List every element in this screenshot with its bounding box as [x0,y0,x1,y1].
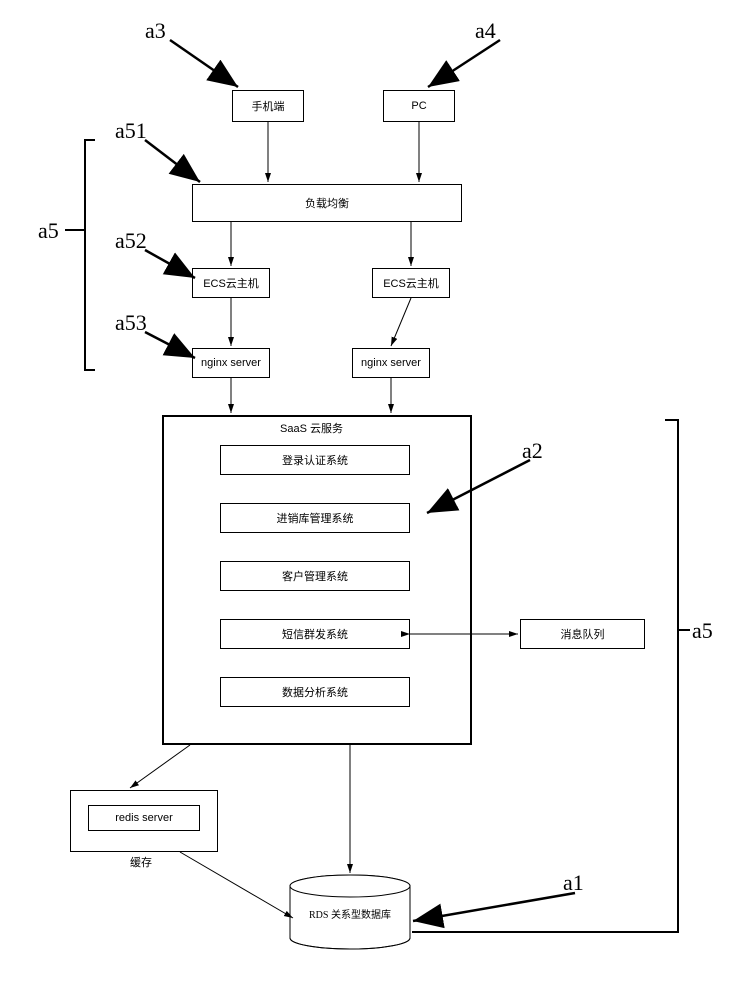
pointer-label-a53: a53 [115,310,147,336]
node-rds-text: RDS 关系型数据库 [309,908,391,921]
node-saas-crm: 客户管理系统 [220,561,410,591]
saas-title: SaaS 云服务 [280,420,343,436]
node-mobile: 手机端 [232,90,304,122]
pointer-label-a1: a1 [563,870,584,896]
pointer-label-a5-left: a5 [38,218,59,244]
node-ecs-2: ECS云主机 [372,268,450,298]
pointer-label-a51: a51 [115,118,147,144]
pointer-label-a5-right: a5 [692,618,713,644]
pointer-label-a3: a3 [145,18,166,44]
cache-label: 缓存 [130,854,152,870]
node-ecs-1: ECS云主机 [192,268,270,298]
node-message-queue: 消息队列 [520,619,645,649]
node-saas-login: 登录认证系统 [220,445,410,475]
pointer-label-a4: a4 [475,18,496,44]
node-redis: redis server [88,805,200,831]
node-saas-inventory: 进销库管理系统 [220,503,410,533]
node-saas-data-analysis: 数据分析系统 [220,677,410,707]
pointer-label-a2: a2 [522,438,543,464]
node-saas-sms: 短信群发系统 [220,619,410,649]
node-pc: PC [383,90,455,122]
node-nginx-2: nginx server [352,348,430,378]
node-nginx-1: nginx server [192,348,270,378]
pointer-label-a52: a52 [115,228,147,254]
node-load-balancer: 负载均衡 [192,184,462,222]
